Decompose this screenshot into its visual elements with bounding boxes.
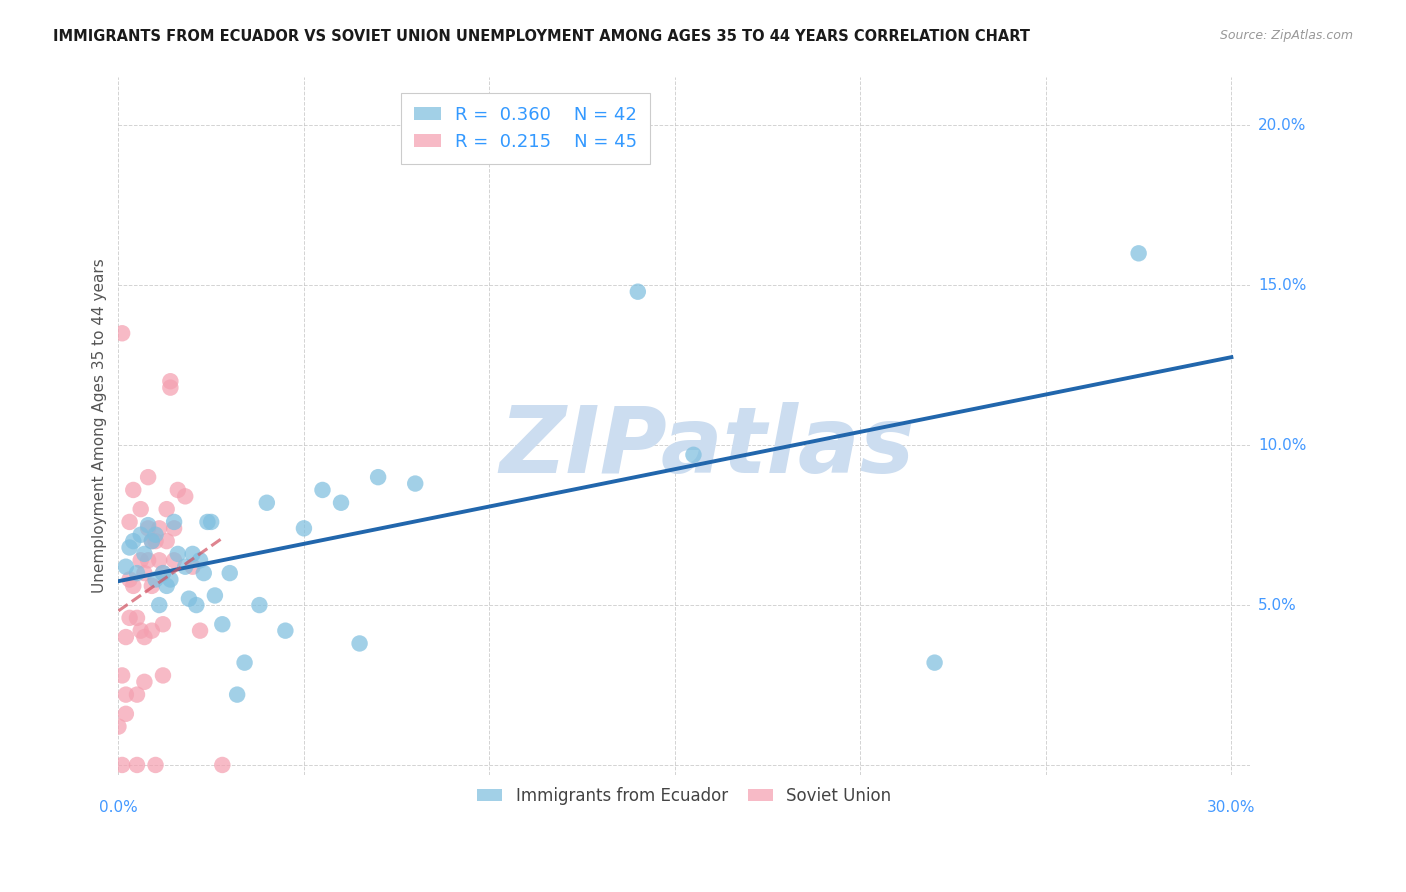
Point bbox=[181, 547, 204, 561]
Point bbox=[156, 534, 179, 549]
Point bbox=[159, 374, 181, 388]
Point bbox=[129, 553, 152, 567]
Point bbox=[186, 598, 208, 612]
Point bbox=[174, 489, 197, 503]
Point bbox=[218, 566, 240, 580]
Y-axis label: Unemployment Among Ages 35 to 44 years: Unemployment Among Ages 35 to 44 years bbox=[93, 259, 107, 593]
Point bbox=[330, 496, 353, 510]
Point bbox=[311, 483, 333, 497]
Legend: Immigrants from Ecuador, Soviet Union: Immigrants from Ecuador, Soviet Union bbox=[471, 780, 898, 812]
Point bbox=[174, 559, 197, 574]
Point bbox=[682, 448, 704, 462]
Point bbox=[156, 502, 179, 516]
Text: 10.0%: 10.0% bbox=[1258, 438, 1306, 452]
Point bbox=[115, 706, 138, 721]
Point bbox=[156, 579, 179, 593]
Point bbox=[136, 470, 159, 484]
Point bbox=[181, 559, 204, 574]
Point bbox=[177, 591, 200, 606]
Point bbox=[141, 534, 163, 549]
Point bbox=[141, 579, 163, 593]
Point bbox=[118, 573, 141, 587]
Point bbox=[141, 534, 163, 549]
Point bbox=[129, 502, 152, 516]
Point bbox=[188, 553, 211, 567]
Point bbox=[136, 553, 159, 567]
Point bbox=[159, 381, 181, 395]
Point bbox=[136, 521, 159, 535]
Point bbox=[122, 579, 145, 593]
Point bbox=[274, 624, 297, 638]
Point bbox=[122, 483, 145, 497]
Text: 15.0%: 15.0% bbox=[1258, 277, 1306, 293]
Point bbox=[200, 515, 222, 529]
Point bbox=[152, 617, 174, 632]
Point bbox=[159, 573, 181, 587]
Point bbox=[111, 326, 134, 341]
Point bbox=[111, 668, 134, 682]
Point bbox=[134, 674, 156, 689]
Point bbox=[107, 720, 129, 734]
Point bbox=[134, 630, 156, 644]
Point bbox=[136, 518, 159, 533]
Point bbox=[134, 547, 156, 561]
Text: ZIPatlas: ZIPatlas bbox=[499, 402, 914, 491]
Point bbox=[193, 566, 215, 580]
Point bbox=[125, 566, 148, 580]
Point bbox=[166, 483, 188, 497]
Point bbox=[145, 534, 167, 549]
Point bbox=[211, 758, 233, 772]
Text: IMMIGRANTS FROM ECUADOR VS SOVIET UNION UNEMPLOYMENT AMONG AGES 35 TO 44 YEARS C: IMMIGRANTS FROM ECUADOR VS SOVIET UNION … bbox=[53, 29, 1031, 44]
Point bbox=[256, 496, 278, 510]
Point bbox=[197, 515, 219, 529]
Text: 5.0%: 5.0% bbox=[1258, 598, 1296, 613]
Point bbox=[1128, 246, 1150, 260]
Point bbox=[627, 285, 650, 299]
Point bbox=[115, 688, 138, 702]
Point bbox=[118, 515, 141, 529]
Point bbox=[163, 515, 186, 529]
Point bbox=[152, 566, 174, 580]
Point bbox=[924, 656, 946, 670]
Point bbox=[145, 758, 167, 772]
Point bbox=[129, 624, 152, 638]
Point bbox=[349, 636, 371, 650]
Point bbox=[118, 611, 141, 625]
Point bbox=[204, 589, 226, 603]
Point bbox=[292, 521, 315, 535]
Point bbox=[166, 547, 188, 561]
Point bbox=[152, 668, 174, 682]
Point bbox=[226, 688, 249, 702]
Text: 20.0%: 20.0% bbox=[1258, 118, 1306, 133]
Point bbox=[145, 527, 167, 541]
Point bbox=[145, 573, 167, 587]
Point bbox=[163, 521, 186, 535]
Point bbox=[148, 553, 170, 567]
Point bbox=[188, 624, 211, 638]
Text: 0.0%: 0.0% bbox=[98, 799, 138, 814]
Text: 30.0%: 30.0% bbox=[1208, 799, 1256, 814]
Point bbox=[115, 630, 138, 644]
Point bbox=[115, 559, 138, 574]
Point bbox=[118, 541, 141, 555]
Point bbox=[367, 470, 389, 484]
Point bbox=[134, 566, 156, 580]
Point bbox=[152, 566, 174, 580]
Point bbox=[163, 553, 186, 567]
Point bbox=[122, 534, 145, 549]
Point bbox=[211, 617, 233, 632]
Point bbox=[141, 624, 163, 638]
Point bbox=[148, 521, 170, 535]
Point bbox=[125, 611, 148, 625]
Point bbox=[233, 656, 256, 670]
Point bbox=[404, 476, 426, 491]
Point bbox=[129, 527, 152, 541]
Text: Source: ZipAtlas.com: Source: ZipAtlas.com bbox=[1219, 29, 1353, 42]
Point bbox=[125, 758, 148, 772]
Point bbox=[111, 758, 134, 772]
Point bbox=[125, 688, 148, 702]
Point bbox=[249, 598, 271, 612]
Point bbox=[148, 598, 170, 612]
